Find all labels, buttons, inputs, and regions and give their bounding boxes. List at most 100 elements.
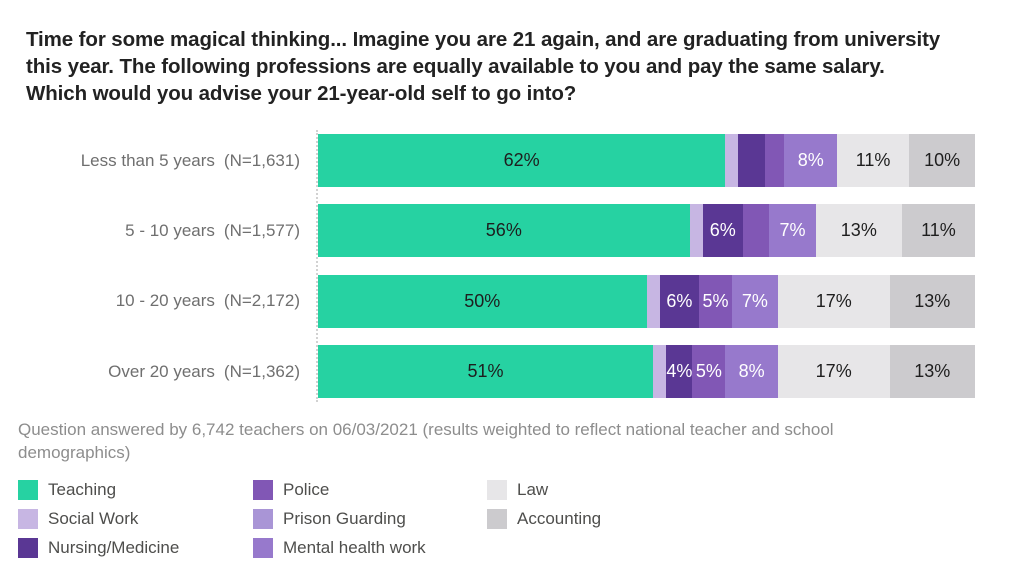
segment-value-label: 56% — [485, 220, 522, 241]
bar-segment-nursing-medicine: 4% — [666, 345, 693, 399]
stacked-bar: 62% 8% 11% 10% — [318, 134, 975, 187]
chart-row-over-20-years: Over 20 years (N=1,362) 51% 4% 5% 8% 17% 13% — [0, 345, 1024, 399]
chart-title: Time for some magical thinking... Imagin… — [26, 28, 941, 105]
legend-item-mental-health-work: Mental health work — [253, 538, 426, 558]
category-name: Less than 5 years — [80, 150, 215, 170]
legend-label: Mental health work — [283, 538, 426, 557]
bar-segment-mental-health-work: 8% — [725, 345, 778, 399]
segment-value-label: 13% — [914, 361, 951, 382]
legend-item-prison-guarding: Prison Guarding — [253, 509, 426, 529]
category-name: Over 20 years — [108, 361, 215, 381]
bar-segment-nursing-medicine: 6% — [702, 204, 743, 258]
segment-value-label: 13% — [840, 220, 877, 241]
chart-row-5-10-years: 5 - 10 years (N=1,577) 56% 6% 7% 13% 11% — [0, 204, 1024, 258]
segment-value-label: 11% — [921, 220, 956, 241]
legend-label: Teaching — [48, 480, 117, 499]
stacked-bar: 51% 4% 5% 8% 17% 13% — [318, 345, 975, 399]
chart-row-10-20-years: 10 - 20 years (N=2,172) 50% 6% 5% 7% 17% 13% — [0, 274, 1024, 328]
bar-segment-law: 13% — [815, 204, 902, 258]
bar-segment-police — [764, 134, 785, 187]
segment-value-label: 5% — [702, 290, 729, 311]
bar-segment-accounting: 13% — [889, 274, 975, 328]
legend-label: Accounting — [517, 509, 602, 528]
legend-swatch-nursing-medicine — [18, 538, 38, 558]
row-label: Over 20 years (N=1,362) — [0, 345, 300, 398]
category-name: 5 - 10 years — [125, 220, 215, 240]
legend-label: Law — [517, 480, 549, 499]
legend-swatch-mental-health-work — [253, 538, 273, 558]
segment-value-label: 50% — [464, 290, 501, 311]
legend: Teaching Social Work Nursing/Medicine Polic… — [18, 480, 1018, 575]
bar-segment-accounting: 13% — [889, 345, 975, 399]
category-name: 10 - 20 years — [115, 291, 215, 311]
segment-value-label: 8% — [738, 361, 765, 382]
legend-label: Police — [283, 480, 330, 499]
bar-segment-accounting: 11% — [901, 204, 975, 258]
legend-label: Social Work — [48, 509, 139, 528]
segment-value-label: 6% — [709, 220, 736, 241]
legend-item-nursing-medicine: Nursing/Medicine — [18, 538, 179, 558]
legend-swatch-accounting — [487, 509, 507, 529]
bar-segment-social-work — [725, 134, 739, 187]
legend-column: Teaching Social Work Nursing/Medicine — [18, 480, 179, 567]
category-sample-size: (N=2,172) — [223, 291, 300, 311]
bar-segment-mental-health-work: 7% — [769, 204, 816, 258]
segment-value-label: 7% — [741, 290, 768, 311]
segment-value-label: 62% — [503, 150, 540, 170]
bar-segment-police: 5% — [692, 345, 726, 399]
bar-segment-social-work — [689, 204, 703, 258]
bar-segment-nursing-medicine: 6% — [659, 274, 700, 328]
segment-value-label: 6% — [666, 290, 693, 311]
legend-column: Police Prison Guarding Mental health work — [253, 480, 426, 567]
bar-segment-mental-health-work: 7% — [731, 274, 778, 328]
bar-segment-nursing-medicine — [738, 134, 765, 187]
axis-baseline-dotted-line — [316, 130, 318, 402]
legend-item-social-work: Social Work — [18, 509, 179, 529]
legend-label: Nursing/Medicine — [48, 538, 180, 557]
legend-item-accounting: Accounting — [487, 509, 601, 529]
category-sample-size: (N=1,631) — [223, 150, 300, 170]
footnote: Question answered by 6,742 teachers on 0… — [18, 420, 834, 462]
segment-value-label: 17% — [815, 361, 852, 382]
segment-value-label: 13% — [914, 290, 951, 311]
bar-segment-teaching: 51% — [318, 345, 654, 399]
segment-value-label: 10% — [924, 150, 961, 170]
bar-segment-law: 17% — [777, 274, 890, 328]
stacked-bar: 56% 6% 7% 13% 11% — [318, 204, 975, 258]
bar-segment-teaching: 56% — [318, 204, 690, 258]
bar-segment-accounting: 10% — [909, 134, 975, 187]
stacked-bar-chart: Less than 5 years (N=1,631) 62% 8% 11% 10% 5 -… — [0, 130, 1024, 404]
legend-item-law: Law — [487, 480, 601, 500]
category-sample-size: (N=1,362) — [223, 361, 300, 381]
row-label: Less than 5 years (N=1,631) — [0, 134, 300, 187]
segment-value-label: 7% — [779, 220, 806, 241]
chart-row-less-than-5-years: Less than 5 years (N=1,631) 62% 8% 11% 10% — [0, 134, 1024, 187]
legend-column: Law Accounting — [487, 480, 601, 538]
legend-swatch-social-work — [18, 509, 38, 529]
category-sample-size: (N=1,577) — [223, 220, 300, 240]
segment-value-label: 5% — [695, 361, 722, 382]
bar-segment-social-work — [653, 345, 667, 399]
legend-item-police: Police — [253, 480, 426, 500]
bar-segment-police: 5% — [699, 274, 732, 328]
bar-segment-social-work — [646, 274, 660, 328]
bar-segment-mental-health-work: 8% — [784, 134, 837, 187]
legend-swatch-police — [253, 480, 273, 500]
bar-segment-teaching: 62% — [318, 134, 726, 187]
segment-value-label: 51% — [467, 361, 504, 382]
row-label: 5 - 10 years (N=1,577) — [0, 204, 300, 257]
bar-segment-police — [742, 204, 770, 258]
stacked-bar: 50% 6% 5% 7% 17% 13% — [318, 274, 975, 328]
segment-value-label: 11% — [855, 150, 891, 170]
bar-segment-law: 11% — [836, 134, 910, 187]
segment-value-label: 17% — [815, 290, 852, 311]
legend-label: Prison Guarding — [283, 509, 406, 528]
segment-value-label: 8% — [797, 150, 824, 170]
segment-value-label: 4% — [666, 361, 693, 382]
bar-segment-law: 17% — [777, 345, 890, 399]
legend-swatch-prison-guarding — [253, 509, 273, 529]
legend-item-teaching: Teaching — [18, 480, 179, 500]
bar-segment-teaching: 50% — [318, 274, 647, 328]
legend-swatch-law — [487, 480, 507, 500]
legend-swatch-teaching — [18, 480, 38, 500]
